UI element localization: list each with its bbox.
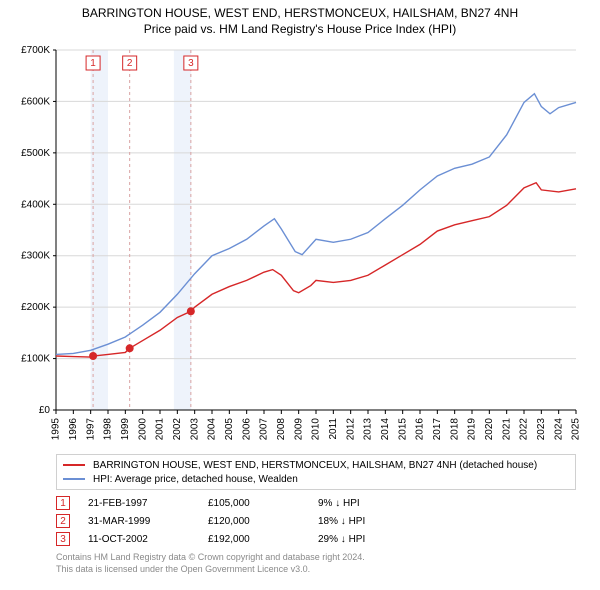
event-row: 2 31-MAR-1999£120,00018% ↓ HPI <box>56 512 576 530</box>
legend-item: HPI: Average price, detached house, Weal… <box>63 472 569 486</box>
legend: BARRINGTON HOUSE, WEST END, HERSTMONCEUX… <box>56 454 576 490</box>
event-date: 21-FEB-1997 <box>88 498 208 509</box>
x-tick-label: 2012 <box>345 418 356 441</box>
event-table: 1 21-FEB-1997£105,0009% ↓ HPI 2 31-MAR-1999… <box>56 494 576 548</box>
x-tick-label: 2008 <box>276 418 287 441</box>
x-tick-label: 2009 <box>293 418 304 441</box>
legend-item: BARRINGTON HOUSE, WEST END, HERSTMONCEUX… <box>63 458 569 472</box>
y-tick-label: £500K <box>21 148 50 159</box>
y-tick-label: £0 <box>39 405 51 416</box>
event-row-marker: 2 <box>56 514 70 528</box>
chart-container: BARRINGTON HOUSE, WEST END, HERSTMONCEUX… <box>0 0 600 590</box>
event-marker-number: 3 <box>188 58 194 69</box>
y-tick-label: £300K <box>21 251 50 262</box>
legend-swatch <box>63 478 85 480</box>
x-tick-label: 2000 <box>137 418 148 441</box>
x-tick-label: 2004 <box>207 418 218 441</box>
x-tick-label: 2001 <box>155 418 166 441</box>
event-row: 3 11-OCT-2002£192,00029% ↓ HPI <box>56 530 576 548</box>
x-tick-label: 2013 <box>363 418 374 441</box>
y-tick-label: £700K <box>21 45 50 56</box>
event-marker-number: 2 <box>127 58 133 69</box>
legend-label: HPI: Average price, detached house, Weal… <box>93 474 298 485</box>
y-tick-label: £100K <box>21 354 50 365</box>
shaded-band <box>174 50 191 410</box>
x-tick-label: 2005 <box>224 418 235 441</box>
event-price: £120,000 <box>208 516 318 527</box>
x-tick-label: 2011 <box>328 418 339 440</box>
x-tick-label: 2022 <box>519 418 530 441</box>
y-tick-label: £400K <box>21 199 50 210</box>
x-tick-label: 2021 <box>501 418 512 441</box>
x-tick-label: 2015 <box>397 418 408 441</box>
footer-line-2: This data is licensed under the Open Gov… <box>56 564 576 576</box>
x-tick-label: 2014 <box>380 418 391 441</box>
legend-label: BARRINGTON HOUSE, WEST END, HERSTMONCEUX… <box>93 460 537 471</box>
x-tick-label: 2002 <box>172 418 183 441</box>
event-pct: 29% ↓ HPI <box>318 534 408 545</box>
x-tick-label: 2003 <box>189 418 200 441</box>
event-pct: 18% ↓ HPI <box>318 516 408 527</box>
x-tick-label: 2010 <box>311 418 322 441</box>
event-pct: 9% ↓ HPI <box>318 498 408 509</box>
x-tick-label: 1998 <box>103 418 114 441</box>
chart-area: £0 £100K £200K £300K £400K £500K £600K £700K 199… <box>0 38 600 448</box>
x-tick-label: 2018 <box>449 418 460 441</box>
event-row-marker: 1 <box>56 496 70 510</box>
title-line-2: Price paid vs. HM Land Registry's House … <box>4 22 596 36</box>
footer-attribution: Contains HM Land Registry data © Crown c… <box>56 552 576 575</box>
x-tick-label: 2020 <box>484 418 495 441</box>
x-tick-label: 2025 <box>571 418 582 441</box>
event-marker-number: 1 <box>90 58 96 69</box>
legend-swatch <box>63 464 85 466</box>
x-tick-label: 1999 <box>120 418 131 441</box>
x-tick-label: 2006 <box>241 418 252 441</box>
x-tick-label: 1995 <box>51 418 62 441</box>
x-tick-label: 2023 <box>536 418 547 441</box>
line-chart-svg: £0 £100K £200K £300K £400K £500K £600K £700K 199… <box>0 38 600 448</box>
event-price: £105,000 <box>208 498 318 509</box>
x-tick-label: 2017 <box>432 418 443 441</box>
y-tick-label: £200K <box>21 302 50 313</box>
x-tick-label: 2019 <box>467 418 478 441</box>
y-tick-label: £600K <box>21 96 50 107</box>
title-line-1: BARRINGTON HOUSE, WEST END, HERSTMONCEUX… <box>4 6 596 20</box>
event-price: £192,000 <box>208 534 318 545</box>
x-tick-label: 1996 <box>68 418 79 441</box>
title-block: BARRINGTON HOUSE, WEST END, HERSTMONCEUX… <box>0 0 600 38</box>
x-tick-label: 1997 <box>85 418 96 441</box>
footer-line-1: Contains HM Land Registry data © Crown c… <box>56 552 576 564</box>
x-tick-label: 2016 <box>415 418 426 441</box>
x-tick-label: 2007 <box>259 418 270 441</box>
event-date: 31-MAR-1999 <box>88 516 208 527</box>
event-row-marker: 3 <box>56 532 70 546</box>
event-row: 1 21-FEB-1997£105,0009% ↓ HPI <box>56 494 576 512</box>
x-tick-label: 2024 <box>553 418 564 441</box>
event-date: 11-OCT-2002 <box>88 534 208 545</box>
